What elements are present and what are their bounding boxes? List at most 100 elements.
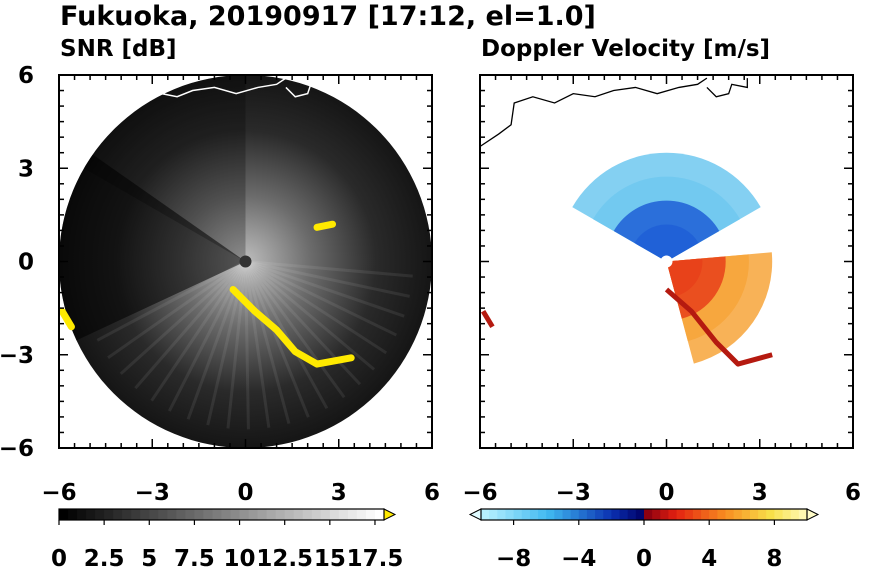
colorbar-tick-label: 4 — [701, 546, 717, 570]
snr-streak — [226, 261, 247, 429]
y-tick-label: 3 — [18, 156, 34, 182]
colorbar-cell — [293, 509, 304, 520]
snr-colorbar: 0 2.5 5 7.5 10 12.5 15 17.5 — [51, 508, 403, 570]
colorbar-tick-label: 5 — [141, 546, 157, 570]
colorbar-cell — [505, 509, 515, 520]
colorbar-cell — [595, 509, 604, 520]
colorbar-cell — [692, 509, 702, 520]
colorbar-cell — [266, 509, 277, 520]
colorbar-cell — [338, 509, 349, 520]
colorbar-cell — [578, 509, 588, 520]
colorbar-cell — [749, 509, 759, 520]
colorbar-cell — [529, 509, 539, 520]
colorbar-cell — [140, 509, 150, 520]
snr-streak — [245, 260, 405, 318]
snr-panel: SNR [dB] −6 −3 0 3 6 6 3 0 −3 −6 0 2.5 5 7.5 10 12.5 15… — [0, 36, 440, 570]
colorbar-cell — [221, 509, 232, 520]
y-tick-label: 6 — [18, 63, 34, 89]
colorbar-over-triangle — [806, 508, 820, 521]
colorbar-cell — [538, 509, 547, 520]
snr-streak — [96, 260, 247, 342]
colorbar-tick-label: 8 — [766, 546, 782, 570]
colorbar-cell — [684, 509, 694, 520]
snr-streak — [245, 260, 410, 298]
snr-streak — [244, 260, 398, 337]
radar-site — [660, 255, 673, 268]
colorbar-cell — [570, 509, 580, 520]
doppler-harbor-outline — [706, 78, 748, 98]
colorbar-cell — [676, 509, 686, 520]
colorbar-over-triangle — [383, 508, 397, 521]
colorbar-cell — [311, 509, 322, 520]
snr-streak — [107, 260, 247, 360]
colorbar-cell — [365, 509, 376, 520]
doppler-axis-tick-labels: −6 −3 0 3 6 — [462, 480, 861, 506]
colorbar-tick-label: 12.5 — [256, 546, 313, 570]
colorbar-cell — [790, 509, 800, 520]
colorbar-cell — [257, 509, 268, 520]
snr-axis-ticks — [58, 74, 433, 449]
colorbar-cell — [212, 509, 222, 520]
colorbar-cell — [302, 509, 313, 520]
colorbar-tick-label: 2.5 — [84, 546, 125, 570]
colorbar-tick-label: 10 — [224, 546, 256, 570]
colorbar-cell — [167, 509, 177, 520]
colorbar-frame — [58, 508, 385, 521]
y-tick-label: 0 — [18, 250, 34, 276]
snr-streak — [244, 260, 310, 418]
colorbar-cell — [77, 509, 87, 520]
colorbar-cell — [701, 509, 710, 520]
snr-streak — [119, 260, 247, 375]
x-tick-label: 0 — [237, 480, 253, 506]
colorbar-cell — [741, 509, 751, 520]
snr-harbor-outline — [285, 78, 328, 98]
colorbar-cell — [203, 509, 213, 520]
colorbar-cell — [59, 509, 69, 520]
colorbar-cell — [782, 509, 792, 520]
colorbar-cell — [185, 509, 195, 520]
colorbar-cell — [611, 509, 621, 520]
snr-southwest-echo — [59, 307, 75, 331]
receding-sector — [666, 258, 703, 297]
colorbar-cell — [660, 509, 669, 520]
colorbar-cell — [149, 509, 159, 520]
x-tick-label: −6 — [462, 480, 497, 506]
snr-streak — [244, 261, 250, 430]
colorbar-cell — [239, 509, 250, 520]
snr-coastline — [161, 77, 287, 98]
colorbar-cell — [248, 509, 259, 520]
y-tick-label: −3 — [0, 343, 34, 369]
doppler-panel: Doppler Velocity [m/s] −6 −3 0 3 6 −8 −4 0 4 8 — [462, 36, 861, 570]
doppler-edge-echo — [480, 309, 495, 329]
colorbar-cell — [644, 509, 653, 520]
x-tick-label: 6 — [424, 480, 440, 506]
snr-streak — [206, 261, 247, 426]
snr-streak — [150, 260, 247, 402]
colorbar-cell — [766, 509, 775, 520]
x-tick-label: 3 — [331, 480, 347, 506]
colorbar-cell — [284, 509, 295, 520]
colorbar-cell — [709, 509, 718, 520]
y-tick-label: −6 — [0, 436, 34, 462]
colorbar-cell — [320, 509, 331, 520]
colorbar-cell — [513, 509, 523, 520]
snr-streak — [244, 260, 376, 371]
colorbar-cell — [347, 509, 358, 520]
colorbar-cell — [86, 509, 96, 520]
x-tick-label: 0 — [658, 480, 674, 506]
colorbar-cell — [733, 509, 743, 520]
doppler-axis-ticks — [479, 74, 854, 449]
snr-axis-tick-labels: −6 −3 0 3 6 6 3 0 −3 −6 — [0, 63, 440, 506]
colorbar-cell — [131, 509, 141, 520]
radar-site — [239, 255, 252, 268]
colorbar-cell — [113, 509, 123, 520]
colorbar-cell — [176, 509, 186, 520]
colorbar-cell — [489, 509, 498, 520]
colorbar-cell — [798, 509, 808, 520]
colorbar-cell — [481, 509, 490, 520]
doppler-coastline — [480, 77, 708, 148]
colorbar-cell — [122, 509, 132, 520]
colorbar-cell — [104, 509, 114, 520]
